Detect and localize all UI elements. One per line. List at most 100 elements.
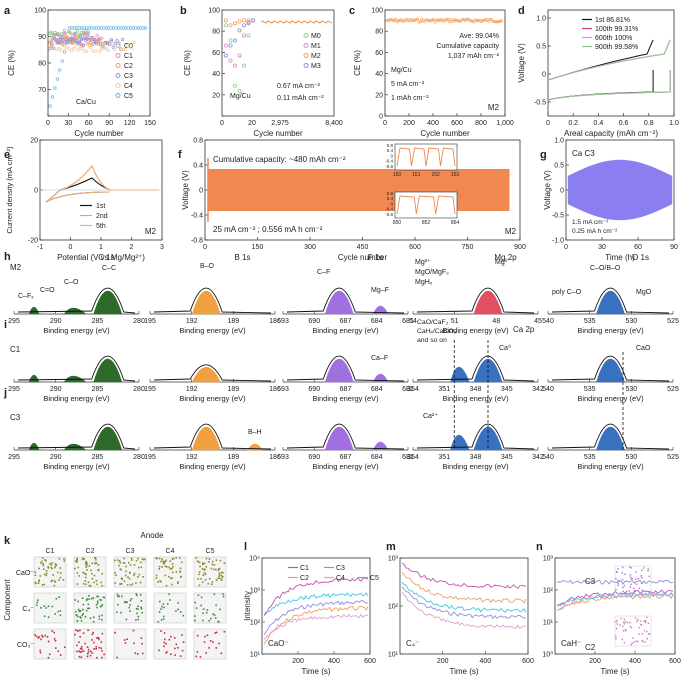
peak-label: B–H xyxy=(248,429,262,436)
x-axis-title: Binding energy (eV) xyxy=(43,326,110,335)
voxel xyxy=(619,592,622,594)
voxel xyxy=(630,567,632,569)
data-point xyxy=(65,45,69,49)
data-point xyxy=(232,38,237,43)
voxel xyxy=(114,631,116,634)
voxel xyxy=(91,633,94,636)
x-tick-label: 300 xyxy=(304,244,316,251)
peak-label: C–O xyxy=(64,279,79,286)
voxel xyxy=(641,639,643,642)
voxel xyxy=(194,601,196,604)
voxel xyxy=(80,619,83,622)
x-tick-label: 189 xyxy=(227,454,239,461)
voxel xyxy=(632,637,634,639)
voxel xyxy=(39,575,42,577)
voxel xyxy=(35,582,38,585)
voxel xyxy=(165,559,168,562)
voxel xyxy=(45,572,48,575)
voxel xyxy=(82,557,84,560)
voxel xyxy=(79,651,82,653)
axes-frame xyxy=(221,9,335,117)
x-tick-label: 189 xyxy=(227,318,239,325)
voxel xyxy=(179,655,182,657)
x-tick-label: 351 xyxy=(438,386,450,393)
x-tick-label: 200 xyxy=(403,120,415,127)
legend-label: C2 xyxy=(300,575,309,582)
x-tick-label: 51 xyxy=(451,318,459,325)
voxel xyxy=(103,596,106,599)
voxel xyxy=(635,640,637,642)
sample-tag: M2 xyxy=(145,227,157,236)
fitted-peak xyxy=(450,366,470,383)
voxel xyxy=(54,581,57,583)
voxel xyxy=(43,605,46,607)
x-tick-label: 681 xyxy=(402,318,414,325)
data-point xyxy=(50,36,55,41)
x-tick-label: 0 xyxy=(203,244,207,251)
voxel xyxy=(140,600,143,602)
voxel xyxy=(132,629,135,632)
peak-label: MgO xyxy=(636,289,652,296)
voxel xyxy=(87,603,90,606)
legend-label: C5 xyxy=(124,93,133,100)
voxel xyxy=(175,571,178,573)
x-tick-label: 400 xyxy=(629,658,641,665)
y-axis-title: Voltage (V) xyxy=(543,170,552,210)
voxel xyxy=(161,605,163,608)
data-point xyxy=(414,18,418,22)
voxel xyxy=(92,620,95,623)
data-point xyxy=(385,18,389,22)
voxel xyxy=(615,637,617,640)
voxel xyxy=(37,582,40,584)
data-point xyxy=(228,43,233,48)
voxel xyxy=(626,621,629,624)
condition-label: 0.11 mAh cm⁻² xyxy=(277,95,324,102)
voxel xyxy=(98,618,101,620)
y-tick-label: 0.5 xyxy=(536,44,546,51)
voxel xyxy=(171,577,173,579)
voxel xyxy=(51,567,53,570)
condition-label: 5 mA cm⁻² xyxy=(391,81,425,88)
voxel xyxy=(129,599,132,602)
data-point xyxy=(246,20,251,25)
voxel xyxy=(643,567,645,569)
x-tick-label: 342 xyxy=(532,386,544,393)
y-axis-title: CE (%) xyxy=(7,50,16,76)
x-tick-label: 150 xyxy=(252,244,264,251)
voxel xyxy=(212,568,215,571)
voxel xyxy=(165,584,168,587)
peak-label: B–O xyxy=(200,263,215,270)
voxel xyxy=(120,583,123,585)
intensity-trace xyxy=(401,591,527,630)
voxel xyxy=(161,558,164,561)
voxel xyxy=(118,595,120,598)
voxel xyxy=(219,577,221,580)
x-tick-label: 192 xyxy=(186,318,198,325)
legend-label: C1 xyxy=(300,565,309,572)
voxel xyxy=(205,557,208,560)
voxel xyxy=(88,565,91,567)
data-point xyxy=(492,20,496,24)
y-axis-title: Voltage (V) xyxy=(181,170,190,210)
peak-label: Ca²⁺ xyxy=(423,413,438,420)
data-point xyxy=(431,18,435,22)
voxel xyxy=(220,574,223,577)
voxel xyxy=(76,644,78,647)
data-point xyxy=(81,43,86,47)
voxel xyxy=(76,561,78,563)
voxel xyxy=(94,557,97,559)
y-tick-label: 60 xyxy=(375,50,383,57)
data-point xyxy=(232,63,237,68)
data-point xyxy=(246,18,251,23)
voxel xyxy=(197,560,200,563)
legend-label: 1st xyxy=(96,203,105,210)
voxel xyxy=(101,603,104,606)
data-point xyxy=(96,37,101,41)
voxel xyxy=(215,568,217,571)
voxel xyxy=(114,582,117,584)
envelope-line xyxy=(17,287,136,314)
x-tick-label: 693 xyxy=(277,454,289,461)
voxel xyxy=(629,574,632,576)
x-tick-label: 90 xyxy=(105,120,113,127)
data-point xyxy=(75,29,80,33)
